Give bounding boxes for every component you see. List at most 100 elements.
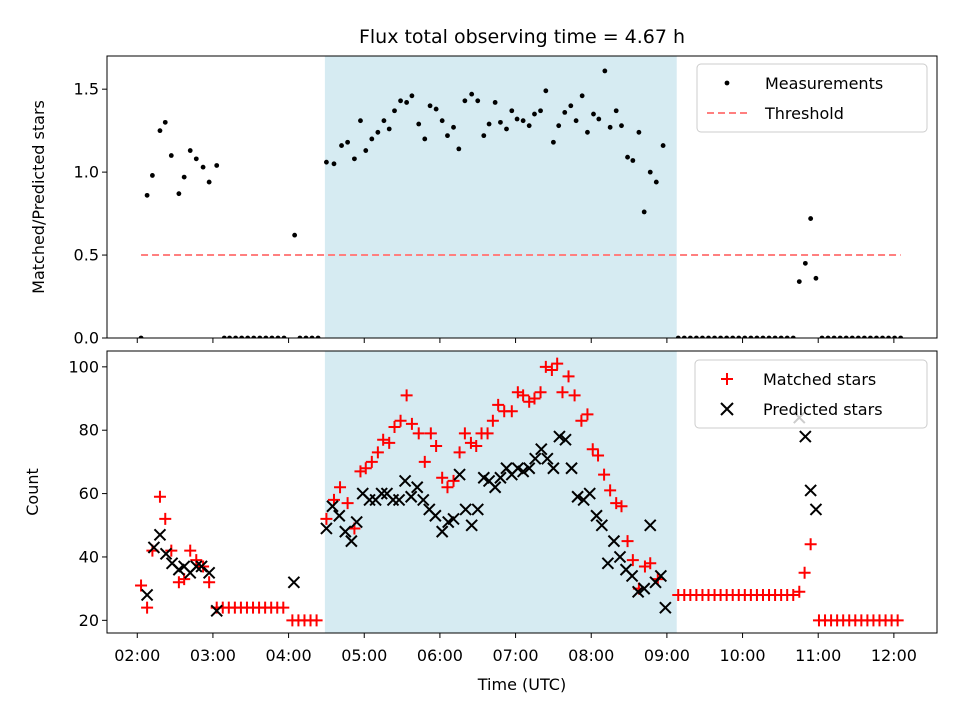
matched-star-point (135, 579, 148, 592)
matched-star-point (190, 554, 203, 567)
matched-star-point (539, 360, 552, 373)
matched-star-point (184, 544, 197, 557)
matched-star-point (197, 560, 210, 573)
measurement-point (181, 174, 187, 180)
measurement-point (898, 335, 904, 338)
measurement-point (607, 124, 613, 130)
bottom-y-axis-label: Count (23, 468, 42, 516)
measurement-point (880, 335, 885, 338)
measurement-point (149, 173, 155, 178)
x-axis-label: Time (UTC) (477, 675, 566, 694)
measurement-point (825, 335, 831, 338)
matched-star-point (492, 398, 505, 411)
predicted-star-point (613, 550, 627, 564)
measurement-point (526, 123, 532, 129)
measurement-point (849, 335, 855, 338)
predicted-star-point (583, 487, 596, 500)
measurement-point (475, 98, 481, 104)
matched-star-point (568, 389, 581, 402)
matched-star-point (505, 405, 518, 418)
measurement-point (831, 335, 837, 338)
y-tick-label: 0.0 (74, 329, 99, 348)
matched-star-point (551, 357, 564, 370)
measurement-point (214, 163, 220, 168)
matched-star-point (556, 386, 569, 399)
measurement-point (766, 335, 772, 338)
matched-star-point (562, 370, 575, 383)
bottom-legend-frame (694, 359, 928, 429)
predicted-star-point (404, 490, 418, 503)
measurement-point (281, 335, 287, 338)
measurement-point (462, 98, 468, 104)
bottom-axes-frame (106, 350, 938, 634)
measurement-point (324, 159, 329, 165)
measurement-point (352, 156, 357, 162)
measurement-point (550, 139, 556, 145)
measurement-point (742, 335, 748, 338)
measurement-point (251, 335, 257, 338)
measurement-point (613, 108, 619, 114)
predicted-star-point (565, 462, 578, 475)
matched-star-point (534, 386, 547, 399)
measurement-point (386, 126, 392, 132)
measurement-point (636, 129, 642, 135)
measurement-point (369, 136, 375, 142)
predicted-star-point (494, 471, 507, 484)
measurement-point (784, 335, 790, 338)
bottom-legend: Matched stars Predicted stars (694, 359, 928, 429)
measurement-point (602, 68, 608, 74)
measurement-point (297, 335, 303, 338)
top-legend-frame (696, 63, 928, 133)
y-tick-label: 100 (68, 357, 99, 376)
legend-marker-measurements (724, 80, 730, 86)
measurement-point (263, 335, 269, 338)
predicted-star-point (559, 433, 572, 446)
predicted-star-point (459, 503, 472, 516)
matched-star-point (341, 497, 354, 510)
predicted-star-point (541, 452, 554, 465)
predicted-star-point (147, 541, 161, 554)
y-tick-label: 20 (79, 611, 99, 630)
measurement-point (439, 118, 445, 124)
measurement-point (257, 335, 263, 338)
y-tick-label: 0.5 (74, 246, 99, 265)
matched-star-point (388, 421, 401, 434)
measurement-point (381, 118, 387, 124)
predicted-star-point (809, 503, 823, 516)
matched-star-point (172, 576, 185, 589)
measurement-point (433, 106, 439, 112)
measurement-point (358, 118, 363, 124)
matched-star-point (320, 512, 333, 525)
x-tick-label: 06:00 (417, 646, 463, 665)
legend-label-measurements: Measurements (765, 74, 883, 93)
measurement-point (176, 191, 182, 197)
measurement-point (292, 232, 298, 238)
x-tick-label: 10:00 (719, 646, 765, 665)
measurement-point (200, 164, 206, 170)
predicted-star-point (339, 525, 352, 538)
predicted-star-point (320, 522, 333, 535)
bottom-panel: 20 40 60 80 100 02:00 03:00 04:00 05:00 06:00 07:… (23, 350, 938, 694)
measurement-point (772, 335, 778, 338)
predicted-star-point (287, 576, 301, 589)
measurement-point (538, 108, 543, 114)
measurement-point (345, 139, 351, 145)
measurement-point (303, 335, 309, 338)
predicted-star-point (601, 557, 615, 570)
predicted-star-point (411, 481, 424, 494)
predicted-star-point (453, 468, 466, 481)
measurement-point (486, 121, 492, 127)
measurement-point (736, 335, 742, 338)
matched-star-point (383, 436, 396, 449)
top-plot-area (138, 68, 904, 338)
measurement-point (630, 158, 636, 163)
matched-star-point (400, 389, 413, 402)
measurement-point (481, 133, 487, 139)
predicted-star-point (447, 512, 460, 526)
matched-star-point (598, 468, 611, 481)
matched-star-point (615, 500, 628, 513)
measurement-point (409, 93, 415, 99)
matched-star-point (793, 585, 806, 598)
measurement-point (861, 335, 867, 338)
